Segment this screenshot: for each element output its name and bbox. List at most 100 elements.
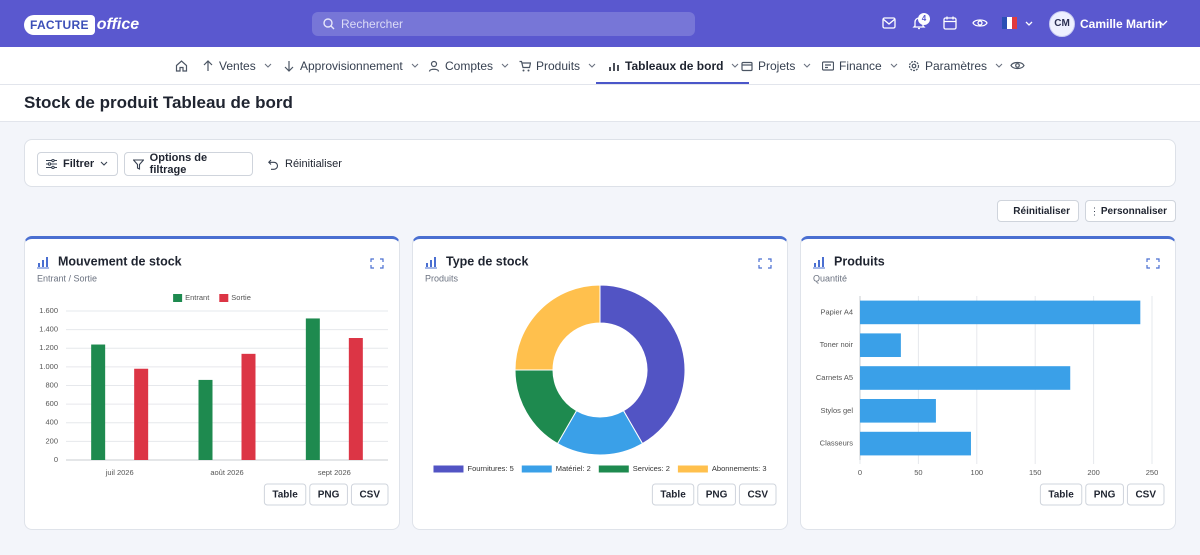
card-header: Produits Quantité: [813, 254, 1160, 283]
chevron: [264, 63, 272, 68]
y-tick-label: Stylos gel: [820, 406, 853, 415]
y-tick-label: 1.200: [39, 343, 58, 352]
y-tick-label: Papier A4: [820, 307, 853, 316]
nav-label: Paramètres: [925, 58, 988, 73]
export-button[interactable]: Table: [651, 483, 695, 506]
expand-icon[interactable]: [1146, 258, 1160, 269]
home-icon[interactable]: [175, 59, 188, 72]
expand-icon[interactable]: [758, 258, 772, 269]
nav-item[interactable]: Ventes: [202, 47, 272, 84]
nav-icon: [822, 60, 834, 71]
export-button-bg: [1039, 483, 1083, 506]
notification-badge: 4: [918, 13, 930, 25]
nav-item[interactable]: Paramètres: [908, 47, 1003, 84]
export-button[interactable]: Table: [263, 483, 307, 506]
search-box[interactable]: Rechercher: [312, 12, 695, 36]
filter-bar: Filtrer Options de filtrage Réinitialise…: [24, 139, 1176, 187]
export-button[interactable]: CSV: [350, 483, 389, 506]
chart: Produits Quantité 0 50 100 150 200 250 Papier A4…: [813, 254, 1165, 506]
export-button-label: PNG: [706, 490, 728, 501]
chart-title: Produits: [834, 254, 885, 268]
export-button[interactable]: PNG: [309, 483, 348, 506]
card-header: Type de stock Produits: [425, 254, 772, 283]
eye-icon[interactable]: [972, 17, 988, 29]
expand-icon[interactable]: [370, 258, 384, 269]
nav-icon: [428, 60, 440, 72]
y-tick-label: 1.600: [39, 306, 58, 315]
export-button-bg: [1085, 483, 1124, 506]
customize-button[interactable]: Personnaliser: [1085, 200, 1176, 222]
nav-item[interactable]: Projets: [741, 47, 811, 84]
export-button-bg: [309, 483, 348, 506]
y-tick-label: Carnets A5: [816, 373, 853, 382]
customize-label: Personnaliser: [1100, 205, 1167, 217]
bar: [134, 368, 149, 460]
export-button-label: Table: [660, 490, 686, 501]
filter-options-button[interactable]: Options de filtrage: [124, 152, 253, 176]
y-tick-label: 400: [45, 418, 58, 427]
export-button[interactable]: PNG: [697, 483, 736, 506]
nav-item[interactable]: Comptes: [428, 47, 509, 84]
export-button-bg: [1126, 483, 1165, 506]
nav-item[interactable]: Produits: [519, 47, 596, 84]
y-tick-label: 800: [45, 380, 58, 389]
chart-icon: [814, 257, 824, 267]
chart-card: Produits Quantité 0 50 100 150 200 250 Papier A4…: [800, 236, 1176, 530]
reset-button[interactable]: Réinitialiser: [997, 200, 1079, 222]
filter-reset[interactable]: Réinitialiser: [268, 152, 342, 176]
list-icon: [1094, 206, 1095, 216]
chart: Type de stock Produits Fournitures: 5 Matér…: [425, 254, 777, 506]
user-name[interactable]: Camille Martin: [1080, 17, 1163, 31]
user-avatar[interactable]: CM: [1049, 11, 1075, 37]
legend-swatch: [521, 465, 552, 473]
nav-label: Comptes: [445, 58, 494, 73]
chevron-path: [501, 63, 509, 68]
y-tick-label: 1.400: [39, 325, 58, 334]
user-menu-chevron[interactable]: [1158, 20, 1168, 28]
y-tick-label: Toner noir: [820, 340, 854, 349]
bar: [860, 431, 971, 456]
chevron: [995, 63, 1003, 68]
chart-subtitle: Produits: [425, 273, 459, 283]
legend-swatch: [677, 465, 708, 473]
card-header: Mouvement de stock Entrant / Sortie: [37, 254, 384, 283]
nav-icon: [741, 61, 753, 71]
chevron: [501, 63, 509, 68]
chevron: [890, 63, 898, 68]
legend-label: Abonnements: 3: [712, 464, 767, 473]
chart-title: Mouvement de stock: [58, 254, 182, 268]
chart-title: Type de stock: [446, 254, 528, 268]
logo[interactable]: FACTURE office: [24, 12, 139, 38]
y-tick-label: 1.000: [39, 362, 58, 371]
x-tick-label: 200: [1087, 468, 1100, 477]
nav-icon: [609, 62, 619, 71]
x-tick-label: sept 2026: [318, 468, 351, 477]
nav-eye-icon[interactable]: [1010, 60, 1025, 71]
export-button[interactable]: PNG: [1085, 483, 1124, 506]
nav-item[interactable]: Approvisionnement: [283, 47, 419, 84]
nav-item[interactable]: Tableaux de bord: [595, 47, 750, 84]
mail-icon[interactable]: [882, 17, 896, 29]
export-button[interactable]: Table: [1039, 483, 1083, 506]
chart-icon: [426, 257, 436, 267]
chevron: [100, 161, 108, 166]
legend-label: Entrant: [185, 293, 210, 302]
title-bar: Stock de produit Tableau de bord: [0, 85, 1200, 122]
x-tick-label: 50: [914, 468, 922, 477]
export-button[interactable]: CSV: [1126, 483, 1165, 506]
calendar-icon[interactable]: [943, 16, 957, 30]
chevron-path: [803, 63, 811, 68]
language-flag[interactable]: [1002, 17, 1036, 29]
nav-item[interactable]: Finance: [822, 47, 898, 84]
pie-slice: [514, 284, 601, 371]
chevron-path: [264, 63, 272, 68]
funnel-icon: [133, 158, 144, 170]
x-tick-label: 0: [858, 468, 862, 477]
export-button-label: Table: [1048, 490, 1074, 501]
chart-icon: [38, 257, 48, 267]
filter-button[interactable]: Filtrer: [37, 152, 118, 176]
export-button[interactable]: CSV: [738, 483, 777, 506]
export-button-label: CSV: [747, 490, 768, 501]
bar: [241, 353, 256, 460]
bar: [348, 338, 363, 460]
